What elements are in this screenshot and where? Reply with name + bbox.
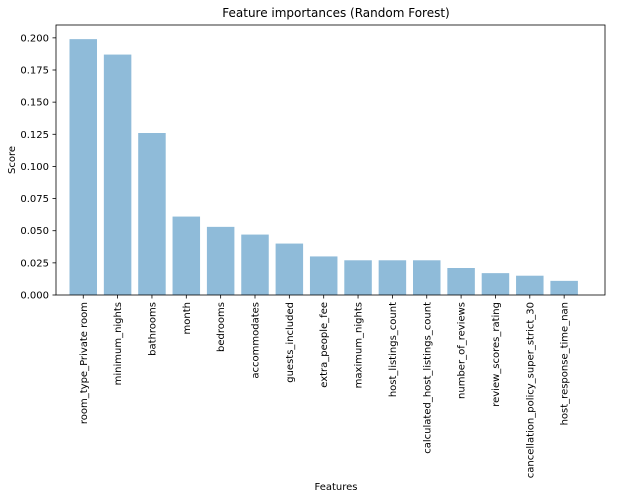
x-tick-label: extra_people_fee: [319, 302, 330, 388]
x-tick-label: host_listings_count: [388, 302, 399, 397]
bar-month: [172, 216, 201, 295]
bar-review-scores-rating: [481, 273, 510, 295]
bar-number-of-reviews: [447, 268, 475, 295]
x-tick-label: room_type_Private room: [79, 302, 90, 424]
bar-cancellation-policy-super-strict-30: [516, 275, 544, 295]
bar-room-type-private-room: [69, 39, 97, 295]
y-tick-label: 0.125: [20, 130, 49, 141]
x-tick-label: bathrooms: [147, 302, 158, 356]
x-tick-label: accommodates: [251, 302, 262, 379]
x-tick-label: maximum_nights: [354, 302, 365, 388]
y-tick-label: 0.075: [20, 194, 49, 205]
bar-bedrooms: [206, 226, 235, 295]
x-tick-label: bedrooms: [216, 302, 227, 352]
x-tick-label: review_scores_rating: [491, 302, 502, 407]
x-tick-label: minimum_nights: [113, 302, 124, 385]
x-tick-label: month: [182, 302, 193, 334]
y-tick-label: 0.000: [20, 291, 49, 302]
y-tick-label: 0.150: [20, 98, 49, 109]
plot-frame: [55, 24, 606, 296]
bar-host-listings-count: [378, 260, 407, 295]
y-tick-label: 0.025: [20, 258, 49, 269]
x-axis-title: Features: [315, 482, 358, 493]
x-tick-label: calculated_host_listings_count: [422, 302, 433, 454]
bar-calculated-host-listings-count: [413, 260, 441, 295]
bar-group: [69, 39, 578, 295]
bar-maximum-nights: [344, 260, 372, 295]
y-tick-label: 0.100: [20, 162, 49, 173]
bar-extra-people-fee: [309, 256, 338, 295]
bar-host-response-time-nan: [550, 280, 578, 295]
y-tick-label: 0.050: [20, 226, 49, 237]
x-tick-label: number_of_reviews: [457, 302, 468, 399]
x-tick-label: host_response_time_nan: [560, 302, 571, 425]
x-axis-ticks: room_type_Private room minimum_nights bath…: [79, 295, 571, 478]
bar-accommodates: [241, 234, 269, 295]
bar-minimum-nights: [103, 54, 132, 295]
y-tick-label: 0.200: [20, 33, 49, 44]
bar-bathrooms: [138, 133, 166, 295]
y-axis-title: Score: [7, 146, 18, 174]
x-tick-label: guests_included: [285, 302, 296, 383]
x-tick-label: cancellation_policy_super_strict_30: [525, 302, 536, 478]
chart-title: Feature importances (Random Forest): [222, 6, 449, 20]
y-axis-ticks: 0.000 0.025 0.050 0.075 0.100 0.125 0.150 0.175…: [20, 33, 56, 302]
bar-guests-included: [275, 243, 304, 295]
y-tick-label: 0.175: [20, 66, 49, 77]
